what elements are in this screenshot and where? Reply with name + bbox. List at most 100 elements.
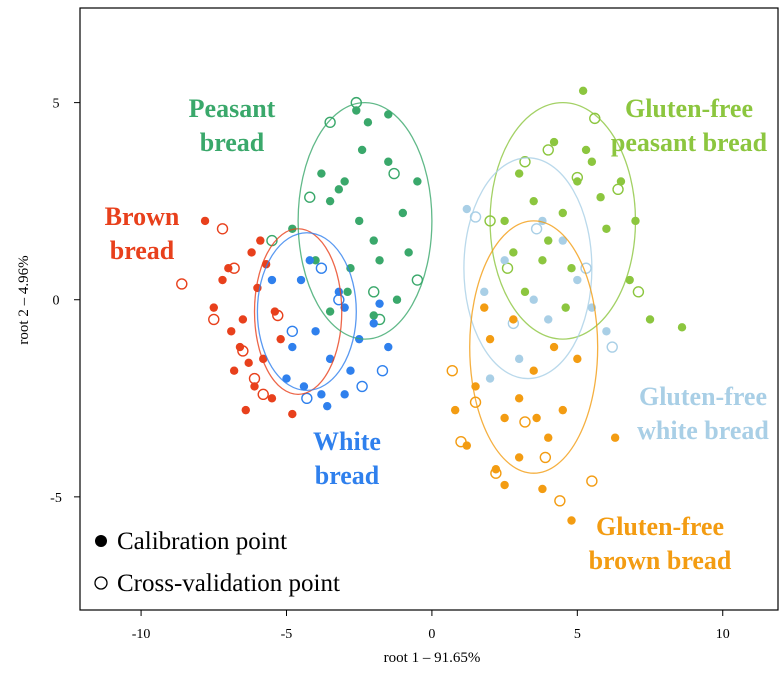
calibration-point — [363, 118, 373, 127]
calibration-point — [311, 256, 320, 265]
class-label: Gluten-free peasant bread — [610, 94, 768, 157]
calibration-point — [317, 390, 326, 399]
cross-validation-point — [542, 144, 554, 156]
calibration-point — [480, 303, 489, 312]
confidence-ellipse — [463, 157, 593, 380]
cross-validation-point — [519, 156, 531, 168]
calibration-point — [238, 315, 248, 324]
calibration-point — [325, 354, 335, 364]
cross-validation-point — [286, 325, 299, 337]
cross-validation-point — [333, 294, 345, 306]
cross-validation-point — [606, 341, 618, 353]
series — [462, 204, 618, 383]
calibration-point — [282, 374, 291, 383]
calibration-point — [311, 327, 320, 336]
y-tick-label: 5 — [53, 97, 60, 112]
calibration-point — [616, 177, 626, 186]
calibration-point — [529, 366, 538, 375]
class-label: Brown bread — [104, 202, 180, 265]
x-tick-label: 0 — [428, 627, 435, 642]
calibration-point — [514, 354, 524, 364]
calibration-point — [325, 307, 335, 316]
calibration-point — [602, 224, 611, 233]
class-label: White bread — [313, 427, 381, 490]
calibration-point — [369, 311, 378, 320]
cross-validation-point — [388, 167, 400, 180]
cross-validation-point — [304, 191, 316, 203]
calibration-point — [209, 303, 218, 312]
calibration-point — [573, 354, 582, 364]
calibration-point — [323, 401, 332, 411]
calibration-point — [384, 157, 393, 166]
calibration-point — [299, 382, 309, 391]
calibration-point — [334, 185, 344, 194]
calibration-point — [544, 236, 553, 245]
calibration-point — [538, 256, 547, 265]
calibration-point — [558, 208, 567, 218]
calibration-point — [355, 216, 364, 226]
cross-validation-point — [324, 116, 336, 129]
cross-validation-point — [411, 274, 424, 286]
series — [267, 256, 393, 411]
calibration-point — [587, 157, 597, 166]
calibration-point — [596, 193, 605, 202]
class-label: Peasant bread — [188, 94, 276, 157]
calibration-point — [241, 405, 250, 415]
calibration-point — [267, 275, 277, 285]
x-tick-label: -10 — [132, 627, 151, 642]
calibration-point — [480, 287, 489, 297]
calibration-point — [529, 295, 538, 304]
cross-validation-point — [455, 435, 467, 448]
calibration-point — [398, 208, 408, 218]
calibration-point — [573, 177, 582, 186]
confidence-ellipse — [297, 101, 433, 340]
legend-marker-open — [94, 576, 108, 590]
calibration-point — [375, 299, 384, 308]
calibration-point — [384, 110, 393, 119]
cross-validation-point — [237, 345, 249, 357]
calibration-point — [346, 263, 355, 273]
calibration-point — [581, 145, 591, 155]
calibration-point — [567, 263, 576, 273]
calibration-point — [413, 177, 422, 186]
calibration-point — [514, 453, 524, 462]
cross-validation-point — [301, 392, 313, 404]
cross-validation-point — [554, 495, 566, 507]
class-label: Gluten-free white bread — [637, 382, 769, 445]
cross-validation-point — [632, 286, 645, 298]
cross-validation-point — [612, 183, 624, 196]
calibration-point — [288, 342, 297, 352]
calibration-point — [538, 484, 547, 494]
calibration-point — [509, 248, 518, 257]
calibration-point — [340, 303, 349, 312]
calibration-point — [352, 106, 361, 115]
x-axis-label: root 1 – 91.65% — [384, 650, 481, 666]
calibration-point — [509, 315, 518, 324]
cross-validation-point — [356, 380, 368, 393]
legend-marker-filled — [95, 535, 107, 547]
calibration-point — [267, 394, 277, 403]
calibration-point — [200, 216, 210, 226]
calibration-point — [485, 334, 495, 344]
calibration-point — [491, 465, 501, 474]
confidence-ellipse — [469, 220, 599, 474]
confidence-ellipse — [489, 101, 637, 340]
calibration-point — [529, 196, 538, 206]
cross-validation-point — [272, 309, 284, 322]
calibration-point — [500, 413, 509, 423]
cross-validation-point — [539, 451, 552, 464]
calibration-point — [500, 216, 509, 226]
calibration-point — [549, 342, 559, 352]
x-tick-label: -5 — [281, 627, 293, 642]
calibration-point — [677, 323, 687, 332]
calibration-point — [625, 275, 634, 285]
calibration-point — [343, 287, 352, 297]
calibration-point — [224, 263, 233, 273]
calibration-point — [645, 315, 655, 324]
calibration-point — [250, 382, 259, 391]
calibration-point — [340, 177, 349, 186]
y-tick-label: 0 — [53, 294, 60, 309]
cross-validation-point — [315, 262, 328, 274]
legend-label: Calibration point — [117, 528, 287, 555]
